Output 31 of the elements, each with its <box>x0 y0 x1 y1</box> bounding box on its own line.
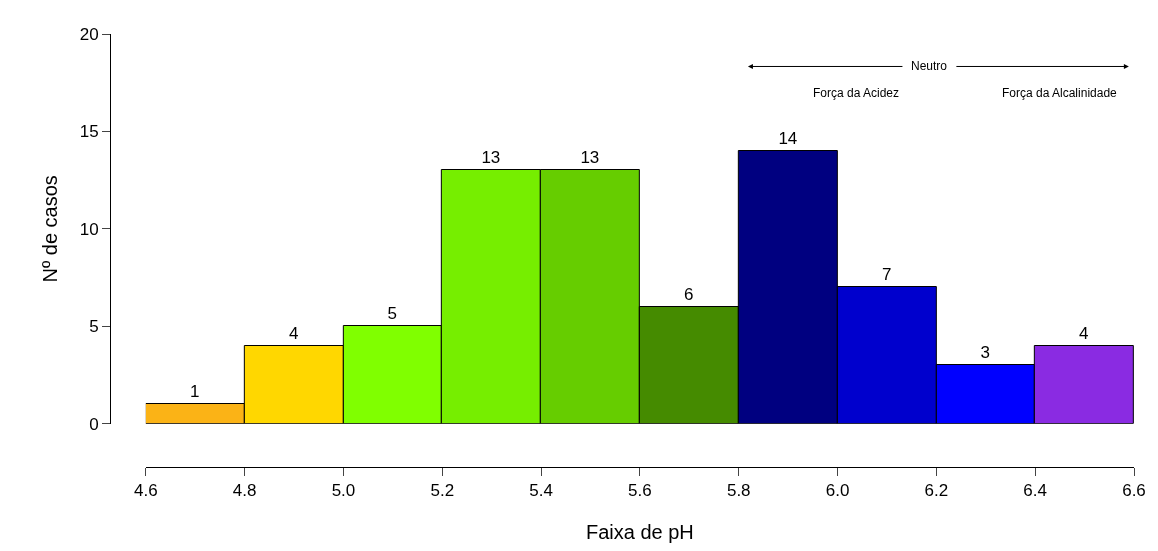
data-label: 6 <box>684 284 694 304</box>
data-label: 4 <box>1079 323 1089 343</box>
data-label: 3 <box>980 342 991 362</box>
data-label: 1 <box>190 381 200 401</box>
y-tick-label: 10 <box>79 219 99 239</box>
y-tick-label: 20 <box>79 24 99 44</box>
data-label: 13 <box>580 147 600 167</box>
y-axis-title: Nº de casos <box>39 175 62 283</box>
y-tick-label: 15 <box>79 122 99 142</box>
annotation: Força da Acidez <box>813 86 900 100</box>
x-tick-label: 6.6 <box>1122 481 1146 501</box>
y-tick-label: 5 <box>89 317 99 337</box>
x-tick-label: 5.0 <box>331 481 356 501</box>
x-axis-title: Faixa de pH <box>586 520 694 543</box>
annotation: Força da Alcalinidade <box>1002 86 1118 100</box>
x-tick-label: 6.4 <box>1023 481 1047 501</box>
data-label: 14 <box>778 128 798 148</box>
annotation: Neutro <box>911 59 948 73</box>
data-label: 4 <box>289 323 299 343</box>
x-tick-label: 5.2 <box>430 481 455 501</box>
x-tick-label: 5.6 <box>628 481 652 501</box>
data-label: 7 <box>882 264 892 284</box>
x-tick-label: 6.0 <box>825 481 850 501</box>
x-tick-label: 4.8 <box>232 481 257 501</box>
x-tick-label: 5.8 <box>726 481 751 501</box>
y-tick-label: 0 <box>89 414 99 434</box>
data-label: 5 <box>387 303 398 323</box>
data-label: 13 <box>481 147 501 167</box>
x-tick-label: 6.2 <box>924 481 949 501</box>
x-tick-label: 5.4 <box>529 481 553 501</box>
x-tick-label: 4.6 <box>134 481 158 501</box>
